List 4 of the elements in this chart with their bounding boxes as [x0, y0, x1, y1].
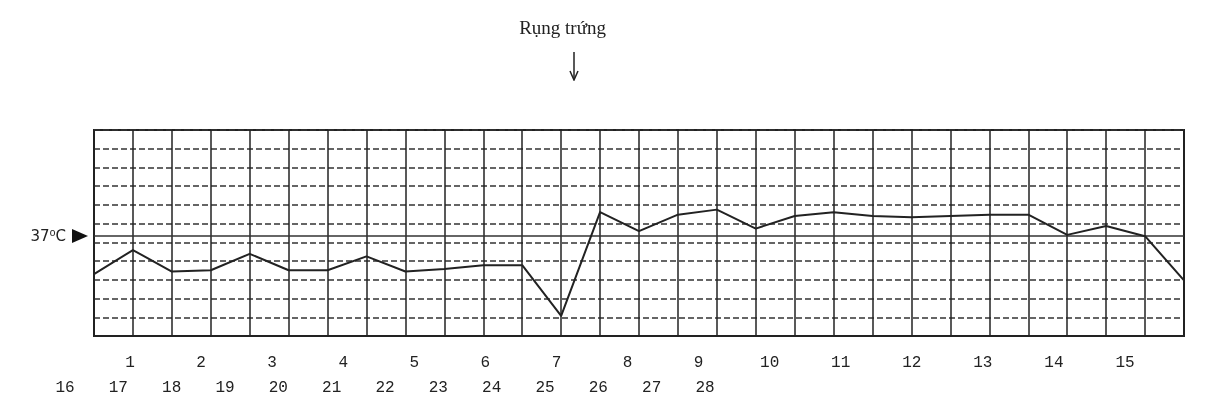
text: 1 2 3 4 5 6 7 8 9 10 11 12 13 14 15: [125, 354, 1135, 372]
text: Rụng trứng: [519, 17, 607, 38]
text: 16 17 18 19 20 21 22 23 24 25 26 27 28: [55, 379, 715, 397]
ref-line-label: 37⁰C: [30, 227, 66, 246]
